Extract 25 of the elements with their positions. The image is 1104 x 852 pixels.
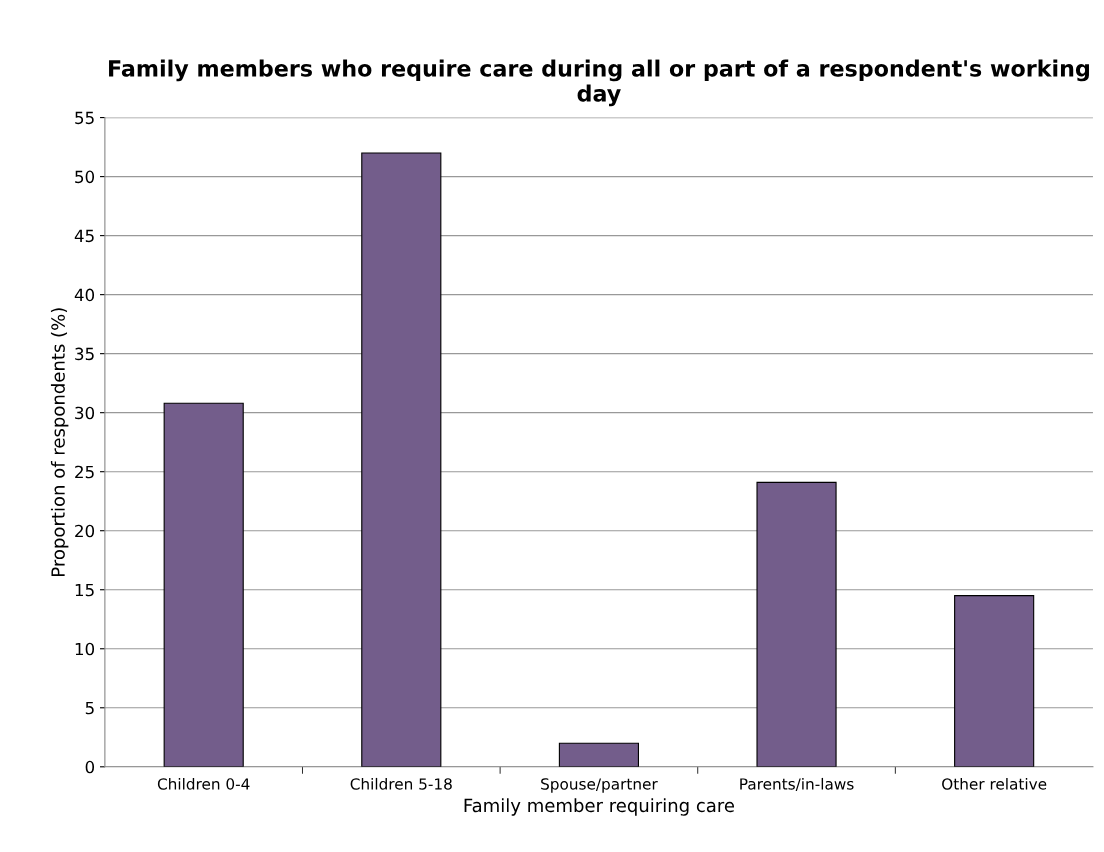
y-tick-label: 50 (75, 170, 95, 184)
x-tick-label: Parents/in-laws (740, 777, 854, 791)
x-tick-label: Children 0-4 (157, 777, 250, 790)
y-tick-label: 40 (74, 288, 95, 302)
y-tick-label: 55 (75, 111, 94, 125)
chart-title: Family members who require care during all or part of a respondent's working day (109, 59, 1089, 107)
bar (756, 481, 837, 767)
y-axis-title: Proportion of respondents (%) (50, 308, 69, 576)
x-tick-label: Other relative (942, 777, 1047, 790)
bar (163, 402, 244, 767)
y-tick-label: 20 (75, 524, 95, 538)
y-tick-label: 25 (75, 465, 94, 479)
bar (558, 742, 639, 767)
y-tick-label: 30 (75, 406, 95, 420)
y-tick-label: 15 (75, 583, 94, 597)
x-axis-title: Family member requiring care (464, 798, 735, 816)
bar (954, 595, 1035, 767)
bar (361, 152, 442, 767)
y-tick-label: 45 (74, 229, 94, 243)
y-tick-label: 10 (75, 642, 95, 656)
x-tick-label: Children 5-18 (350, 777, 452, 790)
y-tick-label: 5 (85, 701, 94, 715)
y-tick-label: 35 (75, 347, 94, 361)
x-tick-label: Spouse/partner (541, 778, 658, 793)
y-tick-label: 0 (85, 760, 95, 774)
